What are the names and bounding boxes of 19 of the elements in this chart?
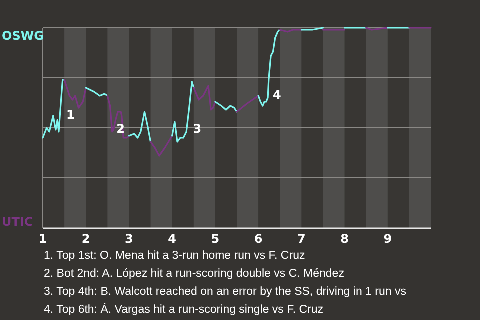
text: 2. Bot 2nd: A. López hit a run-scoring double vs C. Méndez [44, 268, 345, 280]
x-tick-label: 4 [168, 232, 177, 246]
x-tick-label: 7 [297, 232, 306, 246]
x-tick-label: 9 [384, 232, 392, 246]
x-tick-label: 2 [82, 232, 90, 246]
annotation: 1 [66, 108, 75, 122]
x-tick-label: 6 [254, 232, 263, 246]
text: 1. Top 1st: O. Mena hit a 3-run home run vs F. Cruz [44, 250, 306, 262]
x-tick-label: 1 [38, 232, 48, 246]
annotation: 4 [273, 88, 282, 102]
annotation: 3 [193, 122, 202, 136]
x-tick-label: 5 [211, 232, 220, 246]
text: 3. Top 4th: B. Walcott reached on an error by the SS, driving in 1 run vs [44, 286, 407, 298]
text: OSWG [2, 29, 44, 43]
text: 4. Top 6th: Á. Vargas hit a run-scoring single vs F. Cruz [44, 303, 324, 316]
x-tick-label: 8 [340, 232, 349, 246]
x-tick-label: 3 [125, 232, 134, 246]
annotation: 2 [116, 122, 125, 136]
text: UTIC [2, 215, 34, 229]
